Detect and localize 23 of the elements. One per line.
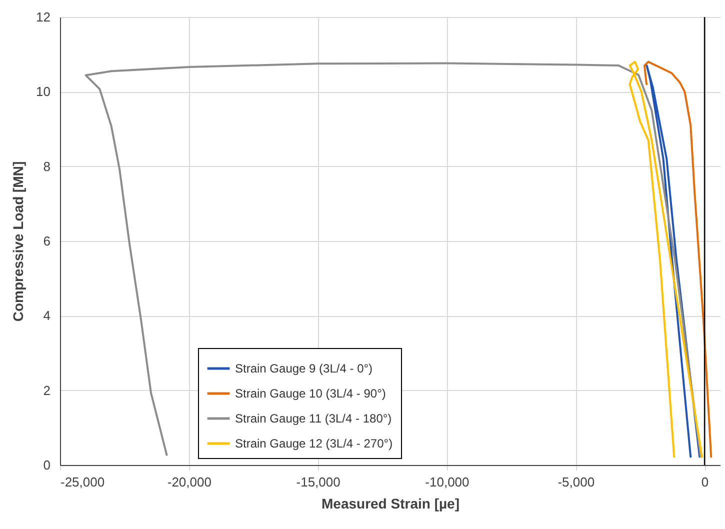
line-series [643, 60, 712, 458]
y-tick-label: 8 [43, 158, 50, 174]
y-tick-label: 6 [43, 234, 50, 248]
legend-label: Strain Gauge 12 (3L/4 - 270°) [235, 436, 393, 450]
y-tick-label: 0 [43, 458, 50, 472]
y-tick-label: 12 [36, 10, 50, 24]
line-series [628, 60, 703, 458]
legend-label: Strain Gauge 10 (3L/4 - 90°) [235, 386, 386, 400]
y-axis-title: Compressive Load [MN] [10, 161, 26, 322]
x-tick-label: -5,000 [558, 474, 595, 490]
x-tick-label: -10,000 [425, 474, 470, 490]
y-tick-label: 4 [43, 308, 50, 324]
y-tick-label: 2 [43, 382, 50, 398]
x-tick-label: -20,000 [167, 474, 212, 490]
x-tick-label: -25,000 [60, 474, 105, 490]
x-tick-label: 0 [701, 474, 709, 490]
x-tick-label: -15,000 [296, 474, 340, 490]
line-series [84, 62, 702, 458]
x-axis-title: Measured Strain [µe] [322, 496, 460, 512]
y-tick-label: 10 [36, 84, 50, 100]
legend-label: Strain Gauge 9 (3L/4 - 0°) [235, 362, 373, 376]
legend-label: Strain Gauge 11 (3L/4 - 180°) [235, 412, 392, 426]
line-series [646, 64, 701, 458]
